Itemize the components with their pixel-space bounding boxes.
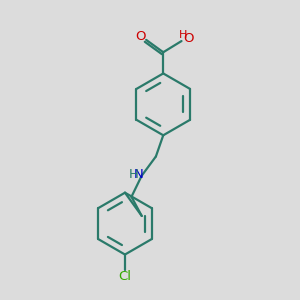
Text: H: H [129,168,138,181]
Text: N: N [134,168,144,181]
Text: O: O [136,30,146,44]
Text: O: O [183,32,194,45]
Text: Cl: Cl [118,270,131,283]
Text: H: H [179,30,188,40]
